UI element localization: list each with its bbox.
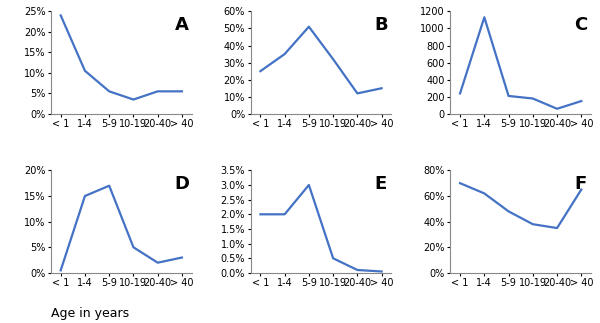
- Text: C: C: [574, 16, 587, 35]
- Text: F: F: [574, 175, 586, 193]
- Text: D: D: [175, 175, 190, 193]
- Text: B: B: [374, 16, 388, 35]
- Text: E: E: [374, 175, 386, 193]
- Text: Age in years: Age in years: [51, 307, 129, 320]
- Text: A: A: [175, 16, 188, 35]
